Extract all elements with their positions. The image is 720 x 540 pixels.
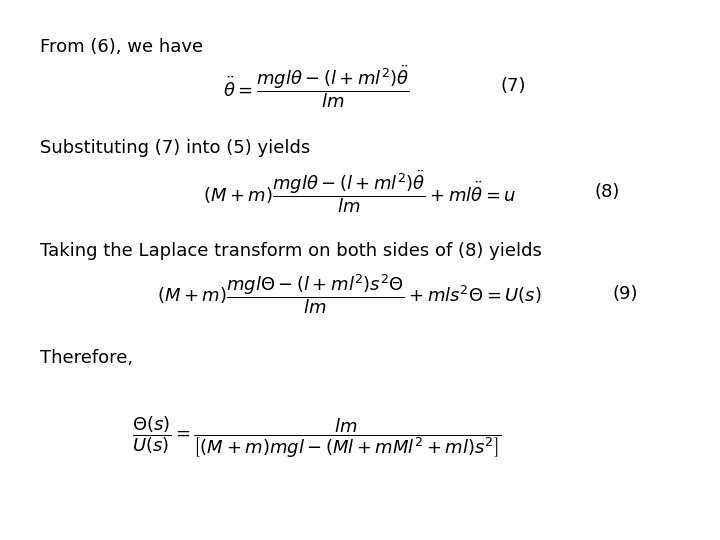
- Text: (8): (8): [594, 183, 619, 201]
- Text: $\ddot{\theta} = \dfrac{mgl\theta - (l + ml^2)\ddot{\theta}}{lm}$: $\ddot{\theta} = \dfrac{mgl\theta - (l +…: [223, 63, 410, 110]
- Text: $(M + m)\dfrac{mgl\theta - (l + ml^2)\ddot{\theta}}{lm} + ml\ddot{\theta} = u$: $(M + m)\dfrac{mgl\theta - (l + ml^2)\dd…: [203, 168, 517, 215]
- Text: Substituting (7) into (5) yields: Substituting (7) into (5) yields: [40, 139, 310, 157]
- Text: $\dfrac{\Theta(s)}{U(s)} = \dfrac{lm}{\left[(M + m)mgl - (Ml + mMl^2 + ml)s^2\ri: $\dfrac{\Theta(s)}{U(s)} = \dfrac{lm}{\l…: [132, 415, 501, 460]
- Text: From (6), we have: From (6), we have: [40, 38, 203, 56]
- Text: (9): (9): [612, 285, 637, 303]
- Text: Therefore,: Therefore,: [40, 349, 132, 367]
- Text: $(M + m)\dfrac{mgl\Theta - (l + ml^2)s^2\Theta}{lm} + mls^2\Theta = U(s)$: $(M + m)\dfrac{mgl\Theta - (l + ml^2)s^2…: [157, 272, 541, 316]
- Text: Taking the Laplace transform on both sides of (8) yields: Taking the Laplace transform on both sid…: [40, 242, 541, 260]
- Text: (7): (7): [500, 77, 526, 96]
